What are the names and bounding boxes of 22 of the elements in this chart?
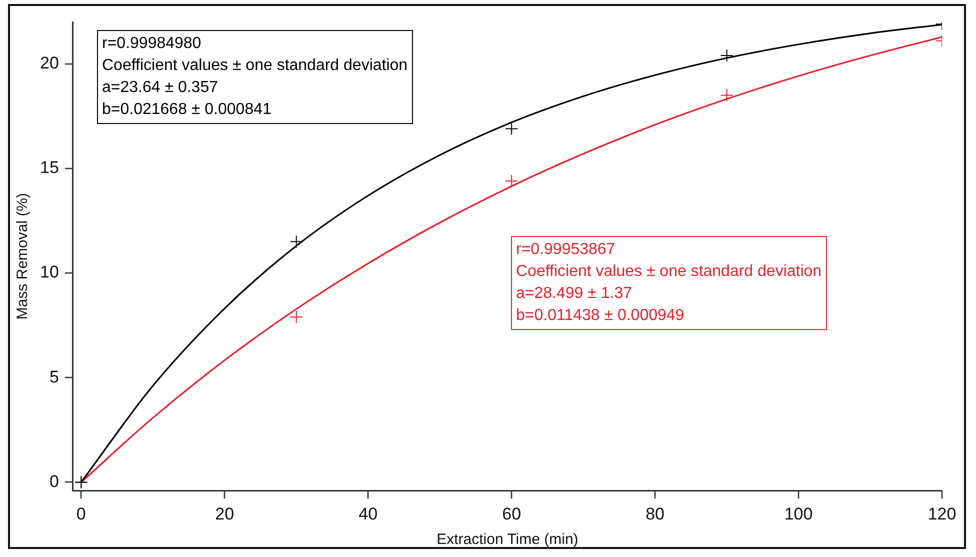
x-tick-label: 80 [646, 504, 665, 524]
point [505, 122, 518, 136]
y-axis-title: Mass Removal (%) [14, 192, 32, 320]
y-tick-label: 0 [49, 472, 59, 491]
x-tick-label: 0 [76, 504, 86, 524]
y-tick-label: 10 [40, 262, 59, 282]
x-tick-label: 120 [928, 504, 956, 524]
x-tick-label: 40 [358, 504, 378, 524]
point [720, 48, 734, 62]
x-tick-label: 20 [215, 504, 234, 524]
x-tick-label: 60 [502, 504, 522, 524]
point [505, 174, 518, 188]
point [290, 235, 303, 248]
y-tick-label: 15 [40, 158, 59, 178]
annotation: r=0.99953867 Coefficient values ± one standard deviation a=28.499 ± 1.37 b=0.011438 ± 0.000949 [511, 236, 827, 330]
y-tick-label: 20 [40, 54, 59, 73]
annotation: r=0.99984980 Coefficient values ± one standard deviation a=23.64 ± 0.357 b=0.021668 ± 0.000841 [97, 30, 413, 124]
point [290, 310, 303, 324]
point [720, 88, 734, 102]
x-axis-title: Extraction Time (min) [436, 531, 578, 548]
y-tick-label: 5 [49, 367, 59, 386]
x-tick-label: 100 [784, 504, 813, 524]
